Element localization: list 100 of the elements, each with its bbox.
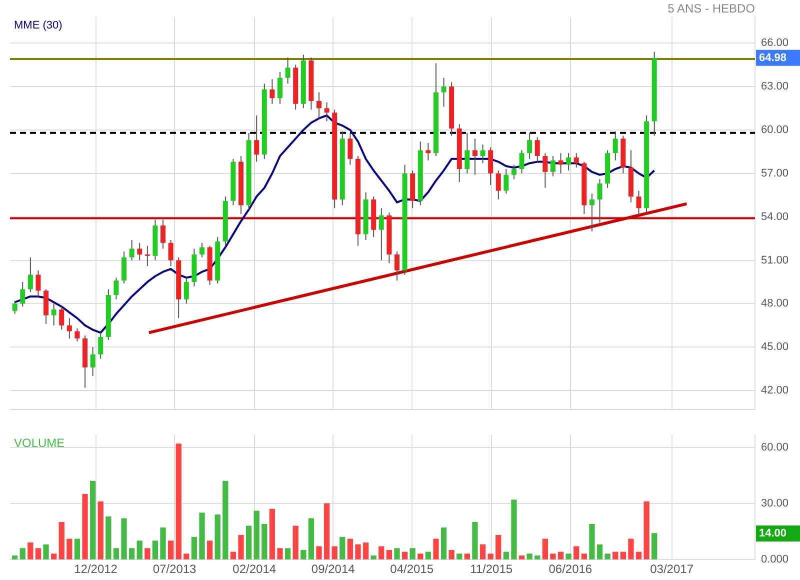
bar <box>526 554 532 560</box>
bar <box>355 544 361 560</box>
bar <box>35 548 42 560</box>
chart-subtitle: 5 ANS - HEBDO <box>668 1 755 16</box>
text: 14.00 <box>759 528 787 540</box>
candlestick <box>168 239 174 267</box>
bar <box>144 548 150 560</box>
bar <box>574 546 580 560</box>
candlestick <box>66 318 72 339</box>
bar <box>191 536 198 560</box>
candlestick <box>472 138 478 176</box>
bar <box>589 524 595 560</box>
x-tick-label: 11/2015 <box>470 562 513 576</box>
bar <box>503 552 509 560</box>
bar <box>410 548 416 560</box>
bar <box>20 548 26 560</box>
bar <box>425 552 432 560</box>
bar <box>128 548 135 560</box>
candlestick <box>488 146 494 186</box>
bar <box>222 480 228 560</box>
bar <box>58 522 64 560</box>
bar <box>456 554 462 560</box>
bar <box>277 548 283 560</box>
bar <box>511 500 517 560</box>
y-tick-label: 48.00 <box>761 298 789 310</box>
candlestick <box>504 168 509 194</box>
bar <box>98 501 104 560</box>
candlestick <box>542 152 548 188</box>
bar <box>378 546 384 560</box>
candlestick <box>612 130 618 161</box>
candlestick <box>597 178 602 224</box>
x-tick-label: 04/2015 <box>390 562 434 576</box>
bar <box>636 552 642 560</box>
candlestick <box>550 156 556 177</box>
bar <box>214 514 220 560</box>
candlestick <box>200 242 205 258</box>
x-tick-label: 03/2017 <box>650 562 694 576</box>
candlestick <box>558 152 564 174</box>
candlestick <box>496 170 501 200</box>
bar <box>347 538 354 560</box>
bar <box>340 536 346 560</box>
candlestick <box>464 132 470 174</box>
bar <box>50 554 57 560</box>
bar <box>176 444 182 560</box>
bar <box>254 510 260 560</box>
y-tick-label: 60.00 <box>761 124 789 136</box>
candlestick <box>285 57 290 84</box>
candlestick <box>137 242 142 261</box>
y-tick-label: 51.00 <box>761 254 789 266</box>
candlestick <box>98 332 104 360</box>
bar <box>558 552 564 560</box>
y-tick-label: 42.00 <box>761 384 789 397</box>
candlestick <box>324 102 330 122</box>
candlestick <box>12 300 18 314</box>
bar <box>28 542 34 560</box>
bar <box>324 503 330 560</box>
bar <box>402 552 408 560</box>
candlestick <box>278 72 282 104</box>
candlestick <box>144 245 150 267</box>
candlestick <box>426 142 431 161</box>
candlestick <box>270 78 275 104</box>
bar <box>332 546 338 560</box>
candlestick <box>316 92 322 119</box>
candlestick <box>348 132 353 166</box>
y-tick-label: 57.00 <box>761 167 789 180</box>
text: 64.98 <box>759 52 787 64</box>
candlestick <box>59 306 64 330</box>
bar <box>612 552 618 560</box>
bar <box>542 538 548 560</box>
bar <box>464 554 470 560</box>
bar <box>168 540 174 560</box>
bar <box>82 494 88 560</box>
bar <box>596 544 603 560</box>
candlestick <box>636 190 642 216</box>
candlestick <box>519 150 524 174</box>
candlestick <box>114 277 119 300</box>
candlestick <box>574 152 579 168</box>
bar <box>534 556 540 560</box>
bar <box>394 548 400 560</box>
bar <box>440 528 447 560</box>
bar <box>316 546 322 560</box>
bar <box>106 516 112 560</box>
chart-title: VOLUME <box>14 436 65 450</box>
x-tick-label: 07/2013 <box>152 562 197 576</box>
candlestick <box>394 251 400 282</box>
bar <box>121 518 127 560</box>
bar <box>113 548 120 560</box>
y-tick-label: 66.00 <box>761 37 789 50</box>
candlestick <box>74 328 80 342</box>
bar <box>628 538 634 560</box>
bar <box>284 548 291 560</box>
candlestick <box>378 208 384 261</box>
bar <box>300 550 306 560</box>
bar <box>152 540 158 560</box>
bar <box>74 538 80 560</box>
bar <box>184 554 190 560</box>
candlestick <box>566 152 572 171</box>
bar <box>581 554 587 560</box>
candlestick <box>160 219 166 250</box>
bar <box>370 556 376 560</box>
